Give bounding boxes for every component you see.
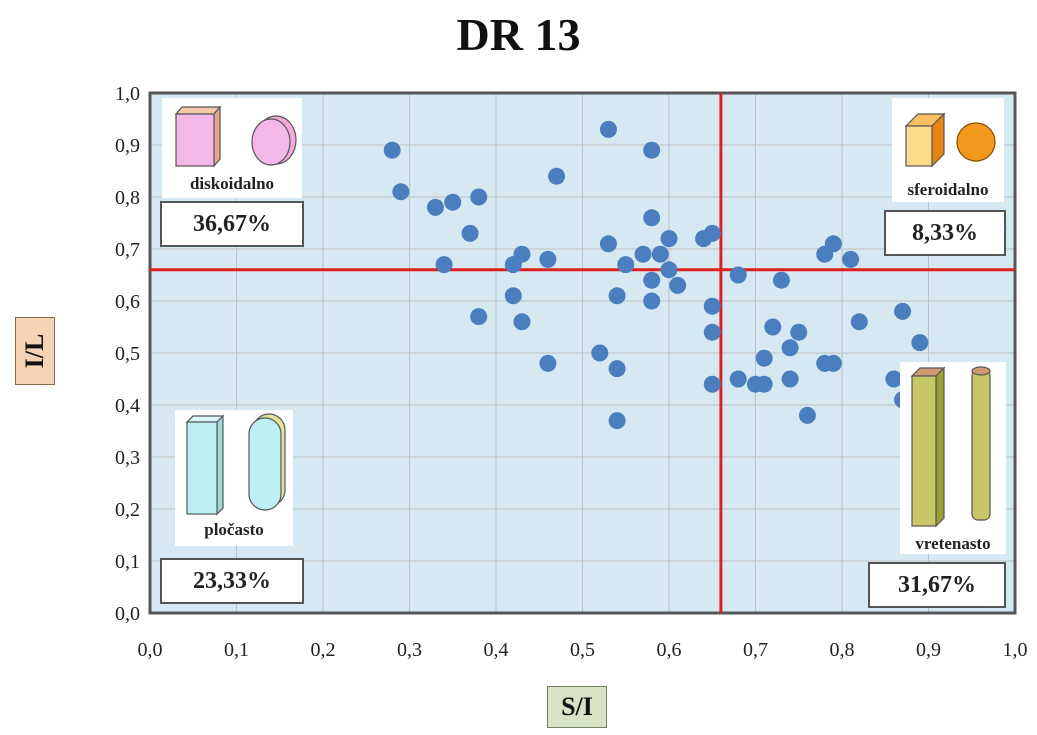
percent-box-plocasto: 23,33%: [160, 558, 304, 604]
data-point: [392, 183, 410, 201]
data-point: [617, 256, 635, 274]
quadrant-dividers: [150, 93, 1015, 613]
y-tick-label: 1,0: [115, 83, 140, 105]
data-point: [548, 167, 566, 185]
quadrant-top-right-card: sferoidalno: [892, 98, 1004, 202]
data-point: [643, 141, 661, 159]
data-point: [470, 308, 488, 326]
data-point: [444, 193, 462, 211]
data-point: [703, 297, 721, 315]
x-tick-label: 0,8: [830, 639, 855, 661]
data-point: [755, 375, 773, 393]
data-point: [643, 292, 661, 310]
data-point: [513, 313, 531, 331]
percent-box-diskoidalno: 36,67%: [160, 201, 304, 247]
x-axis-label: S/I: [547, 686, 607, 728]
y-tick-label: 0,4: [115, 395, 140, 417]
data-point: [608, 360, 626, 378]
data-point: [790, 323, 808, 341]
y-tick-label: 0,7: [115, 239, 140, 261]
data-point: [798, 406, 816, 424]
y-tick-label: 0,5: [115, 343, 140, 365]
data-point: [755, 349, 773, 367]
data-point: [911, 334, 929, 352]
data-point: [608, 287, 626, 305]
data-point: [599, 120, 617, 138]
data-point: [513, 245, 531, 263]
sphere-shapes-icon: [904, 112, 996, 168]
data-point: [608, 412, 626, 430]
data-point: [643, 271, 661, 289]
x-tick-label: 1,0: [1003, 639, 1028, 661]
quadrant-bottom-left-card: pločasto: [175, 410, 293, 546]
data-point: [894, 302, 912, 320]
data-point: [383, 141, 401, 159]
data-point: [651, 245, 669, 263]
x-tick-label: 0,7: [743, 639, 768, 661]
data-point: [599, 235, 617, 253]
quadrant-top-left-card: diskoidalno: [162, 98, 302, 198]
x-tick-label: 0,5: [570, 639, 595, 661]
data-point: [729, 370, 747, 388]
data-points: [383, 120, 1007, 430]
x-tick-label: 0,9: [916, 639, 941, 661]
y-tick-label: 0,2: [115, 499, 140, 521]
data-point: [703, 224, 721, 242]
data-point: [643, 209, 661, 227]
data-point: [781, 339, 799, 357]
y-tick-label: 0,6: [115, 291, 140, 313]
data-point: [772, 271, 790, 289]
quadrant-label-sferoidalno: sferoidalno: [907, 180, 989, 199]
data-point: [660, 261, 678, 279]
data-point: [824, 354, 842, 372]
data-point: [703, 323, 721, 341]
data-point: [426, 198, 444, 216]
data-point: [885, 370, 903, 388]
data-point: [660, 230, 678, 248]
blade-shapes-icon: [185, 413, 286, 516]
data-point: [435, 256, 453, 274]
y-tick-label: 0,1: [115, 551, 140, 573]
x-tick-label: 0,3: [397, 639, 422, 661]
y-axis-label-text: I/L: [20, 333, 49, 369]
y-tick-label: 0,0: [115, 603, 140, 625]
quadrant-label-vretenasto: vretenasto: [915, 534, 991, 553]
x-tick-label: 0,0: [138, 639, 163, 661]
tick-labels: 0,0 0,1 0,2 0,3 0,4 0,5 0,6 0,7 0,8 0,9 1,0 0,0 0,1 0…: [115, 83, 1028, 661]
x-tick-label: 0,4: [484, 639, 509, 661]
quadrant-bottom-right-card: vretenasto: [900, 362, 1006, 554]
disc-shapes-icon: [174, 105, 297, 168]
data-point: [669, 276, 687, 294]
data-point: [842, 250, 860, 268]
chart-title: DR 13: [456, 9, 581, 60]
data-point: [591, 344, 609, 362]
quadrant-label-diskoidalno: diskoidalno: [189, 174, 275, 193]
y-tick-label: 0,9: [115, 135, 140, 157]
plot-frame: [148, 91, 1017, 615]
data-point: [764, 318, 782, 336]
data-point: [461, 224, 479, 242]
rod-shapes-icon: [910, 366, 991, 528]
y-tick-label: 0,8: [115, 187, 140, 209]
data-point: [634, 245, 652, 263]
data-point: [504, 287, 522, 305]
data-point: [729, 266, 747, 284]
x-tick-label: 0,6: [657, 639, 682, 661]
y-tick-label: 0,3: [115, 447, 140, 469]
data-point: [824, 235, 842, 253]
x-tick-label: 0,1: [224, 639, 249, 661]
data-point: [539, 354, 557, 372]
data-point: [781, 370, 799, 388]
percent-box-vretenasto: 31,67%: [868, 562, 1006, 608]
quadrant-label-plocasto: pločasto: [204, 520, 264, 539]
data-point: [470, 188, 488, 206]
data-point: [539, 250, 557, 268]
y-axis-label: I/L: [15, 317, 55, 385]
x-tick-label: 0,2: [311, 639, 336, 661]
data-point: [703, 375, 721, 393]
data-point: [850, 313, 868, 331]
percent-box-sferoidalno: 8,33%: [884, 210, 1006, 256]
